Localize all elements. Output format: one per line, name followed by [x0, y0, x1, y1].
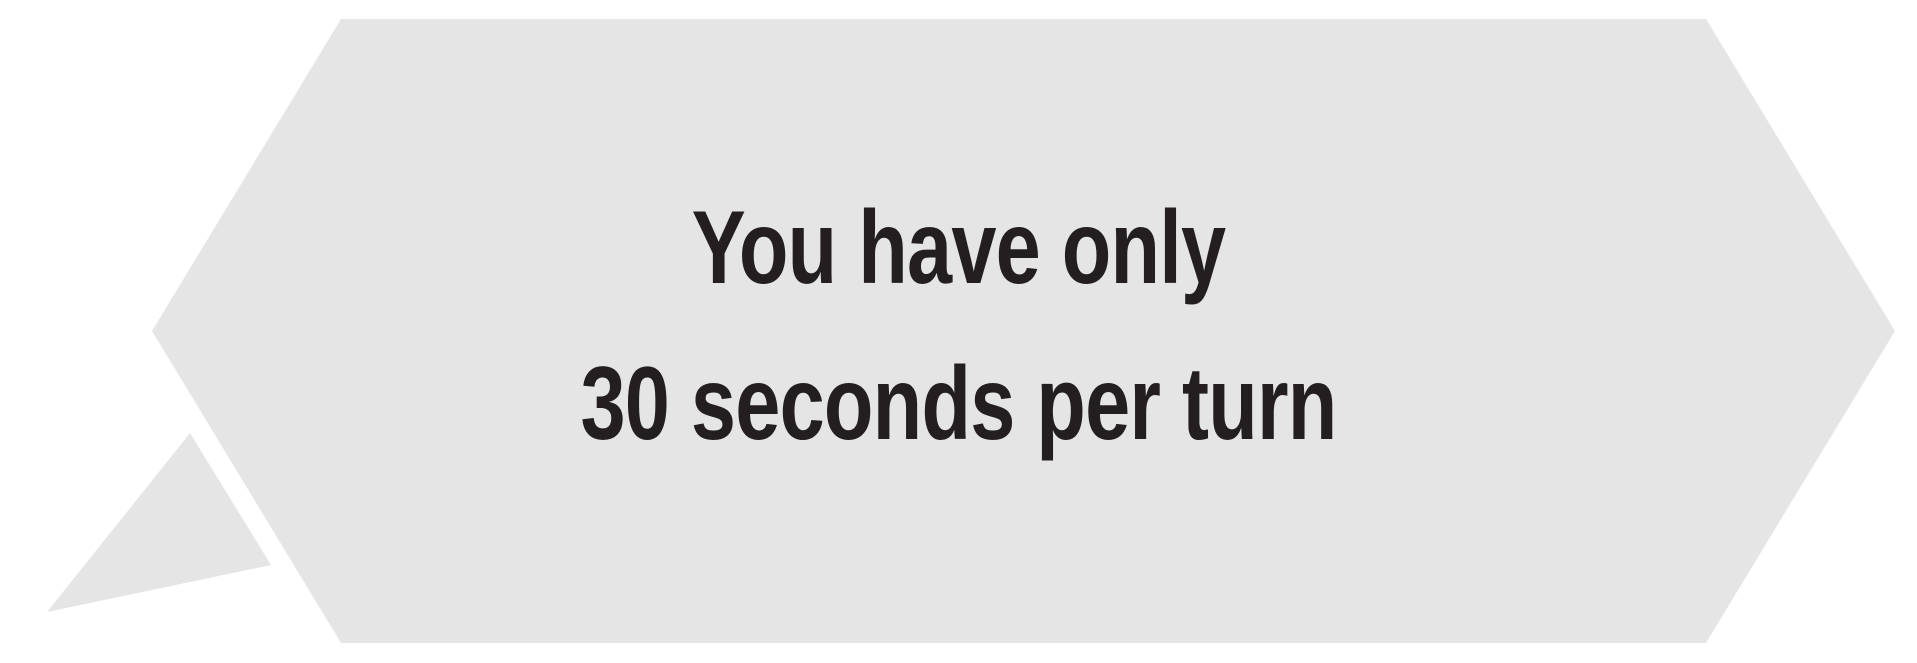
message-text: You have only 30 seconds per turn: [0, 170, 1917, 482]
hexagon-bubble-body: [152, 19, 1895, 643]
bubble-tail: [47, 433, 271, 612]
message-line-1: You have only: [691, 190, 1227, 306]
message-line-2: 30 seconds per turn: [580, 346, 1337, 462]
